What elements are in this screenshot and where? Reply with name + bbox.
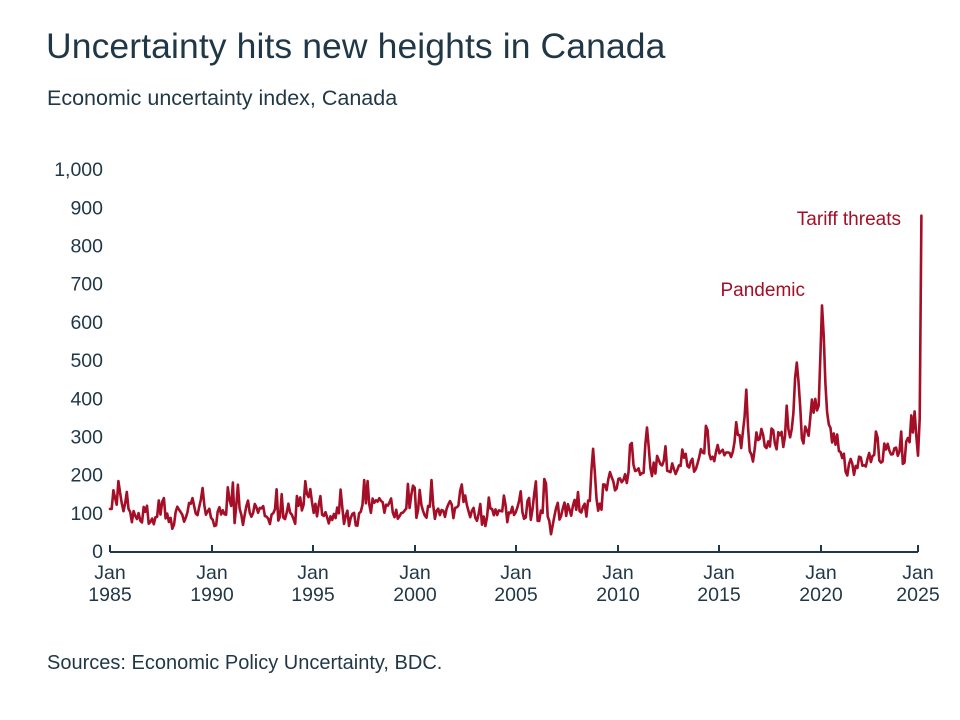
svg-text:Jan: Jan — [602, 562, 633, 584]
svg-text:2020: 2020 — [799, 584, 843, 606]
svg-text:Jan: Jan — [399, 562, 430, 584]
svg-text:100: 100 — [70, 503, 103, 525]
svg-text:500: 500 — [70, 350, 103, 372]
svg-text:1990: 1990 — [190, 584, 234, 606]
svg-text:Jan: Jan — [94, 562, 125, 584]
svg-text:700: 700 — [70, 274, 103, 296]
svg-text:Jan: Jan — [500, 562, 531, 584]
svg-text:900: 900 — [70, 197, 103, 219]
svg-text:Jan: Jan — [297, 562, 328, 584]
svg-text:1985: 1985 — [88, 584, 132, 606]
svg-text:Jan: Jan — [703, 562, 734, 584]
svg-text:Jan: Jan — [902, 562, 933, 584]
svg-text:2010: 2010 — [596, 584, 640, 606]
svg-text:Jan: Jan — [805, 562, 836, 584]
svg-text:Pandemic: Pandemic — [721, 280, 806, 301]
svg-text:2005: 2005 — [494, 584, 538, 606]
svg-text:Jan: Jan — [196, 562, 227, 584]
svg-text:400: 400 — [70, 388, 103, 410]
svg-text:600: 600 — [70, 312, 103, 334]
svg-text:2015: 2015 — [697, 584, 741, 606]
svg-text:2025: 2025 — [896, 584, 940, 606]
svg-text:0: 0 — [92, 541, 103, 563]
svg-text:1,000: 1,000 — [54, 159, 103, 181]
svg-text:200: 200 — [70, 465, 103, 487]
svg-text:300: 300 — [70, 427, 103, 449]
svg-text:800: 800 — [70, 236, 103, 258]
svg-text:2000: 2000 — [393, 584, 437, 606]
svg-text:Tariff threats: Tariff threats — [797, 209, 901, 230]
svg-text:1995: 1995 — [291, 584, 335, 606]
